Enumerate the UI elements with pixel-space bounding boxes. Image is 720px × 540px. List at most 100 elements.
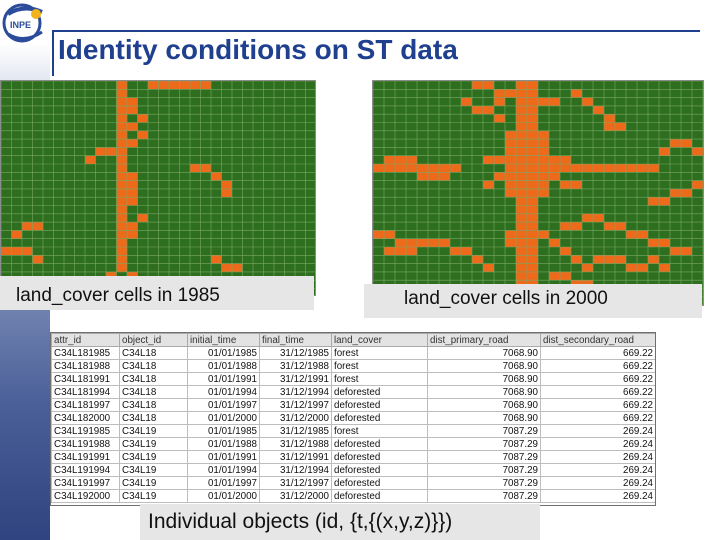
deforested-cell xyxy=(582,164,593,173)
column-header[interactable]: dist_secondary_road xyxy=(540,333,655,347)
deforested-cell xyxy=(527,238,538,247)
table-cell: 01/01/1988 xyxy=(187,359,260,373)
table-row[interactable]: C34L191985 C34L19 01/01/1985 31/12/1985 fore… xyxy=(51,424,655,438)
title-accent-bar xyxy=(52,30,54,76)
slide-title: Identity conditions on ST data xyxy=(58,34,458,65)
table-row[interactable]: C34L191991 C34L19 01/01/1991 31/12/1991 defo… xyxy=(51,450,655,464)
deforested-cell xyxy=(637,263,648,272)
column-header[interactable]: final_time xyxy=(259,333,332,347)
deforested-cell xyxy=(549,238,560,247)
deforested-cell xyxy=(527,188,538,198)
deforested-cell xyxy=(406,238,417,247)
deforested-cell xyxy=(116,205,127,214)
deforested-cell xyxy=(516,238,527,247)
deforested-cell xyxy=(593,255,604,264)
column-header[interactable]: initial_time xyxy=(187,333,260,347)
attribute-table: attr_id object_id initial_time final_time la… xyxy=(50,332,656,506)
table-cell: 01/01/1991 xyxy=(187,450,260,464)
column-header[interactable]: dist_primary_road xyxy=(427,333,541,347)
grid-1985-svg xyxy=(1,81,315,295)
deforested-cell xyxy=(505,188,516,198)
table-cell: 669.22 xyxy=(540,398,655,412)
table-row[interactable]: C34L182000 C34L18 01/01/2000 31/12/2000 defo… xyxy=(51,411,655,425)
deforested-cell xyxy=(692,180,703,189)
table-cell: C34L181991 xyxy=(51,372,120,386)
deforested-cell xyxy=(384,155,395,164)
table-cell: deforested xyxy=(331,437,428,451)
deforested-cell xyxy=(505,230,516,239)
table-cell: C34L18 xyxy=(119,346,188,360)
table-cell: 669.22 xyxy=(540,346,655,360)
table-cell: 269.24 xyxy=(540,476,655,490)
table-cell: 669.22 xyxy=(540,359,655,373)
table-cell: 669.22 xyxy=(540,372,655,386)
deforested-cell xyxy=(516,89,527,98)
deforested-cell xyxy=(116,197,127,206)
caption-objects: Individual objects (id, {t,{(x,y,z)}}) xyxy=(140,504,540,540)
table-row[interactable]: C34L181985 C34L18 01/01/1985 31/12/1985 fore… xyxy=(51,346,655,360)
deforested-cell xyxy=(516,255,527,264)
deforested-cell xyxy=(127,222,138,231)
deforested-cell xyxy=(106,147,117,156)
deforested-cell xyxy=(659,197,670,206)
table-row[interactable]: C34L181994 C34L18 01/01/1994 31/12/1994 defo… xyxy=(51,385,655,399)
deforested-cell xyxy=(450,164,461,173)
deforested-cell xyxy=(593,164,604,173)
deforested-cell xyxy=(505,180,516,189)
deforested-cell xyxy=(527,81,538,90)
table-row[interactable]: C34L192000 C34L19 01/01/2000 31/12/2000 defo… xyxy=(51,489,655,503)
deforested-cell xyxy=(505,172,516,181)
table-cell: deforested xyxy=(331,385,428,399)
deforested-cell xyxy=(137,114,148,123)
deforested-cell xyxy=(538,180,549,189)
deforested-cell xyxy=(483,263,494,272)
table-cell: C34L19 xyxy=(119,424,188,438)
table-row[interactable]: C34L191988 C34L19 01/01/1988 31/12/1988 defo… xyxy=(51,437,655,451)
deforested-cell xyxy=(116,172,127,181)
table-row[interactable]: C34L191997 C34L19 01/01/1997 31/12/1997 defo… xyxy=(51,476,655,490)
deforested-cell xyxy=(560,164,571,173)
deforested-cell xyxy=(116,105,127,115)
deforested-cell xyxy=(505,147,516,156)
table-cell: 01/01/2000 xyxy=(187,489,260,503)
deforested-cell xyxy=(472,255,483,264)
deforested-cell xyxy=(116,180,127,189)
deforested-cell xyxy=(626,263,637,272)
deforested-cell xyxy=(127,188,138,198)
column-header[interactable]: land_cover xyxy=(331,333,428,347)
deforested-cell xyxy=(22,222,33,231)
table-cell: forest xyxy=(331,424,428,438)
table-cell: C34L182000 xyxy=(51,411,120,425)
deforested-cell xyxy=(681,188,692,198)
table-cell: 269.24 xyxy=(540,450,655,464)
table-cell: 31/12/1988 xyxy=(259,437,332,451)
table-cell: 269.24 xyxy=(540,424,655,438)
table-row[interactable]: C34L181988 C34L18 01/01/1988 31/12/1988 fore… xyxy=(51,359,655,373)
table-cell: 31/12/1991 xyxy=(259,372,332,386)
deforested-cell xyxy=(439,238,450,247)
deforested-cell xyxy=(516,247,527,256)
deforested-cell xyxy=(200,164,211,173)
deforested-cell xyxy=(626,164,637,173)
deforested-cell xyxy=(11,230,22,239)
deforested-cell xyxy=(626,230,637,239)
table-row[interactable]: C34L181991 C34L18 01/01/1991 31/12/1991 fore… xyxy=(51,372,655,386)
table-cell: 31/12/1994 xyxy=(259,385,332,399)
table-cell: deforested xyxy=(331,398,428,412)
table-cell: 7068.90 xyxy=(427,398,541,412)
table-row[interactable]: C34L191994 C34L19 01/01/1994 31/12/1994 defo… xyxy=(51,463,655,477)
deforested-cell xyxy=(516,197,527,206)
deforested-cell xyxy=(670,247,681,256)
deforested-cell xyxy=(169,81,180,90)
table-row[interactable]: C34L181997 C34L18 01/01/1997 31/12/1997 defo… xyxy=(51,398,655,412)
deforested-cell xyxy=(472,81,483,90)
title-rule xyxy=(52,30,700,32)
deforested-cell xyxy=(648,255,659,264)
column-header[interactable]: object_id xyxy=(119,333,188,347)
table-cell: 7087.29 xyxy=(427,450,541,464)
deforested-cell xyxy=(127,139,138,148)
column-header[interactable]: attr_id xyxy=(51,333,120,347)
deforested-cell xyxy=(527,172,538,181)
deforested-cell xyxy=(538,188,549,198)
deforested-cell xyxy=(538,130,549,140)
